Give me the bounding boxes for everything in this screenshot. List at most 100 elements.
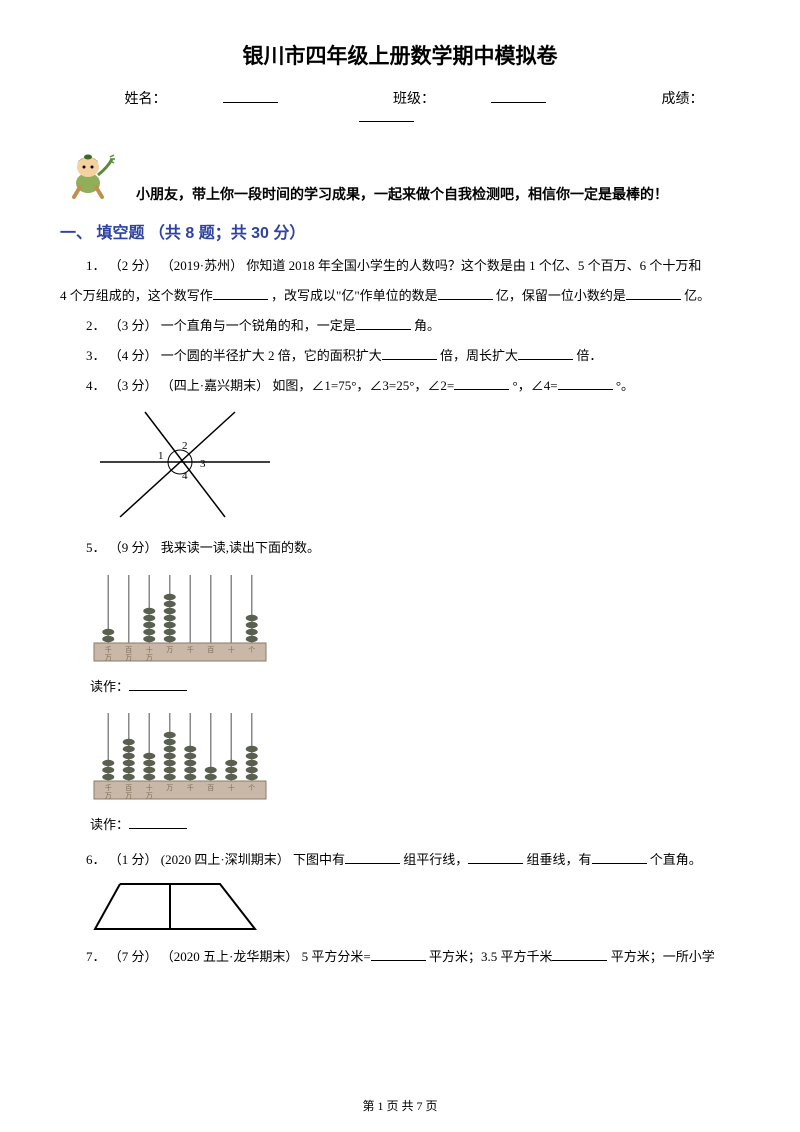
page-title: 银川市四年级上册数学期中模拟卷 <box>60 40 740 70</box>
q-text: 一个圆的半径扩大 2 倍，它的面积扩大 <box>161 348 382 363</box>
svg-text:万: 万 <box>166 646 173 654</box>
q-text: 个直角。 <box>650 852 702 867</box>
q-num: 6． <box>86 852 106 867</box>
q1-line1: 1． （2 分） （2019·苏州） 你知道 2018 年全国小学生的人数吗？这… <box>60 253 740 279</box>
svg-text:万: 万 <box>166 784 173 792</box>
q3: 3． （4 分） 一个圆的半径扩大 2 倍，它的面积扩大 倍，周长扩大 倍． <box>60 343 740 369</box>
svg-text:3: 3 <box>200 458 206 470</box>
svg-text:万: 万 <box>105 654 112 662</box>
blank[interactable] <box>454 378 509 390</box>
svg-text:1: 1 <box>158 450 164 462</box>
section-header: 一、 填空题 （共 8 题；共 30 分） <box>60 219 740 243</box>
svg-text:十: 十 <box>228 645 235 654</box>
q-num: 5． <box>86 540 106 555</box>
blank[interactable] <box>592 852 647 864</box>
mascot-icon <box>60 145 120 205</box>
info-line: 姓名： 班级： 成绩： <box>60 88 740 127</box>
blank[interactable] <box>371 949 426 961</box>
q-source: （2020 五上·龙华期末） <box>161 949 299 964</box>
q-num: 7． <box>86 949 106 964</box>
q-num: 1． <box>86 258 106 273</box>
svg-text:万: 万 <box>125 792 132 800</box>
q-text: 我来读一读,读出下面的数。 <box>161 540 320 555</box>
blank[interactable] <box>552 949 607 961</box>
svg-text:百: 百 <box>125 784 132 792</box>
svg-text:万: 万 <box>146 792 153 800</box>
blank[interactable] <box>438 288 493 300</box>
q-points: （7 分） <box>109 949 158 964</box>
blank-class[interactable] <box>491 89 546 103</box>
blank[interactable] <box>129 677 187 691</box>
svg-text:百: 百 <box>125 646 132 654</box>
q6-figure <box>90 879 740 940</box>
svg-text:万: 万 <box>146 654 153 662</box>
reads-1: 读作： <box>90 676 740 695</box>
q-text: 平方米；3.5 平方千米 <box>429 949 553 964</box>
q-text: ，改写成以"亿"作单位的数是 <box>271 288 438 303</box>
blank[interactable] <box>129 815 187 829</box>
svg-text:百: 百 <box>207 784 214 792</box>
q-source: （四上·嘉兴期末） <box>161 378 269 393</box>
q-num: 4． <box>86 378 106 393</box>
q-text: 平方米；一所小学 <box>611 949 715 964</box>
q7: 7． （7 分） （2020 五上·龙华期末） 5 平方分米= 平方米；3.5 … <box>60 944 740 970</box>
q-text: 你知道 2018 年全国小学生的人数吗？这个数是由 1 个亿、5 个百万、6 个… <box>246 258 701 273</box>
q-points: （3 分） <box>109 318 158 333</box>
q-text: 亿，保留一位小数约是 <box>496 288 626 303</box>
q-text: 亿。 <box>684 288 710 303</box>
q-text: 角。 <box>414 318 440 333</box>
svg-text:千: 千 <box>187 783 194 792</box>
q-source: (2020 四上·深圳期末） <box>161 852 290 867</box>
blank[interactable] <box>213 288 268 300</box>
page-footer: 第 1 页 共 7 页 <box>0 1097 800 1114</box>
svg-text:百: 百 <box>207 646 214 654</box>
reads-2: 读作： <box>90 814 740 833</box>
label-score: 成绩： <box>662 92 704 107</box>
reads-label: 读作： <box>90 679 129 694</box>
q-points: （4 分） <box>109 348 158 363</box>
reads-label: 读作： <box>90 817 129 832</box>
q-text: 倍． <box>576 348 602 363</box>
q-num: 2． <box>86 318 106 333</box>
svg-text:万: 万 <box>125 654 132 662</box>
q-text: °。 <box>616 378 634 393</box>
q4-figure: 1 234 <box>90 407 740 527</box>
intro-row: 小朋友，带上你一段时间的学习成果，一起来做个自我检测吧，相信你一定是最棒的！ <box>60 145 740 205</box>
q-source: （2019·苏州） <box>161 258 243 273</box>
section-label: 一、 填空题 <box>60 225 144 242</box>
q-text: 5 平方分米= <box>302 949 371 964</box>
blank[interactable] <box>345 852 400 864</box>
q4: 4． （3 分） （四上·嘉兴期末） 如图，∠1=75°，∠3=25°，∠2= … <box>60 373 740 399</box>
q-text: 一个直角与一个锐角的和，一定是 <box>161 318 356 333</box>
q1-line2: 4 个万组成的，这个数写作 ，改写成以"亿"作单位的数是 亿，保留一位小数约是 … <box>60 283 740 309</box>
svg-text:2: 2 <box>182 440 188 452</box>
q-text: 组垂线，有 <box>526 852 591 867</box>
section-meta: （共 8 题；共 30 分） <box>149 225 305 242</box>
label-class: 班级： <box>393 92 435 107</box>
svg-text:千: 千 <box>105 783 112 792</box>
q-num: 3． <box>86 348 106 363</box>
svg-text:十: 十 <box>146 783 153 792</box>
blank[interactable] <box>626 288 681 300</box>
svg-text:万: 万 <box>105 792 112 800</box>
blank-name[interactable] <box>223 89 278 103</box>
intro-text: 小朋友，带上你一段时间的学习成果，一起来做个自我检测吧，相信你一定是最棒的！ <box>136 183 668 205</box>
blank[interactable] <box>558 378 613 390</box>
blank[interactable] <box>518 348 573 360</box>
svg-text:千: 千 <box>187 645 194 654</box>
q-points: （1 分） <box>109 852 158 867</box>
q5: 5． （9 分） 我来读一读,读出下面的数。 <box>60 535 740 561</box>
blank[interactable] <box>356 318 411 330</box>
q-points: （2 分） <box>109 258 158 273</box>
q-text: °，∠4= <box>513 378 558 393</box>
blank-score[interactable] <box>359 108 414 122</box>
blank[interactable] <box>382 348 437 360</box>
q-text: 如图，∠1=75°，∠3=25°，∠2= <box>272 378 454 393</box>
svg-text:4: 4 <box>182 470 188 482</box>
abacus-2: 千万百万十万万千百十个 <box>90 709 740 804</box>
svg-text:个: 个 <box>248 784 255 792</box>
blank[interactable] <box>468 852 523 864</box>
q-text: 组平行线， <box>403 852 468 867</box>
abacus-1: 千万百万十万万千百十个 <box>90 571 740 666</box>
q6: 6． （1 分） (2020 四上·深圳期末） 下图中有 组平行线， 组垂线，有… <box>60 847 740 873</box>
